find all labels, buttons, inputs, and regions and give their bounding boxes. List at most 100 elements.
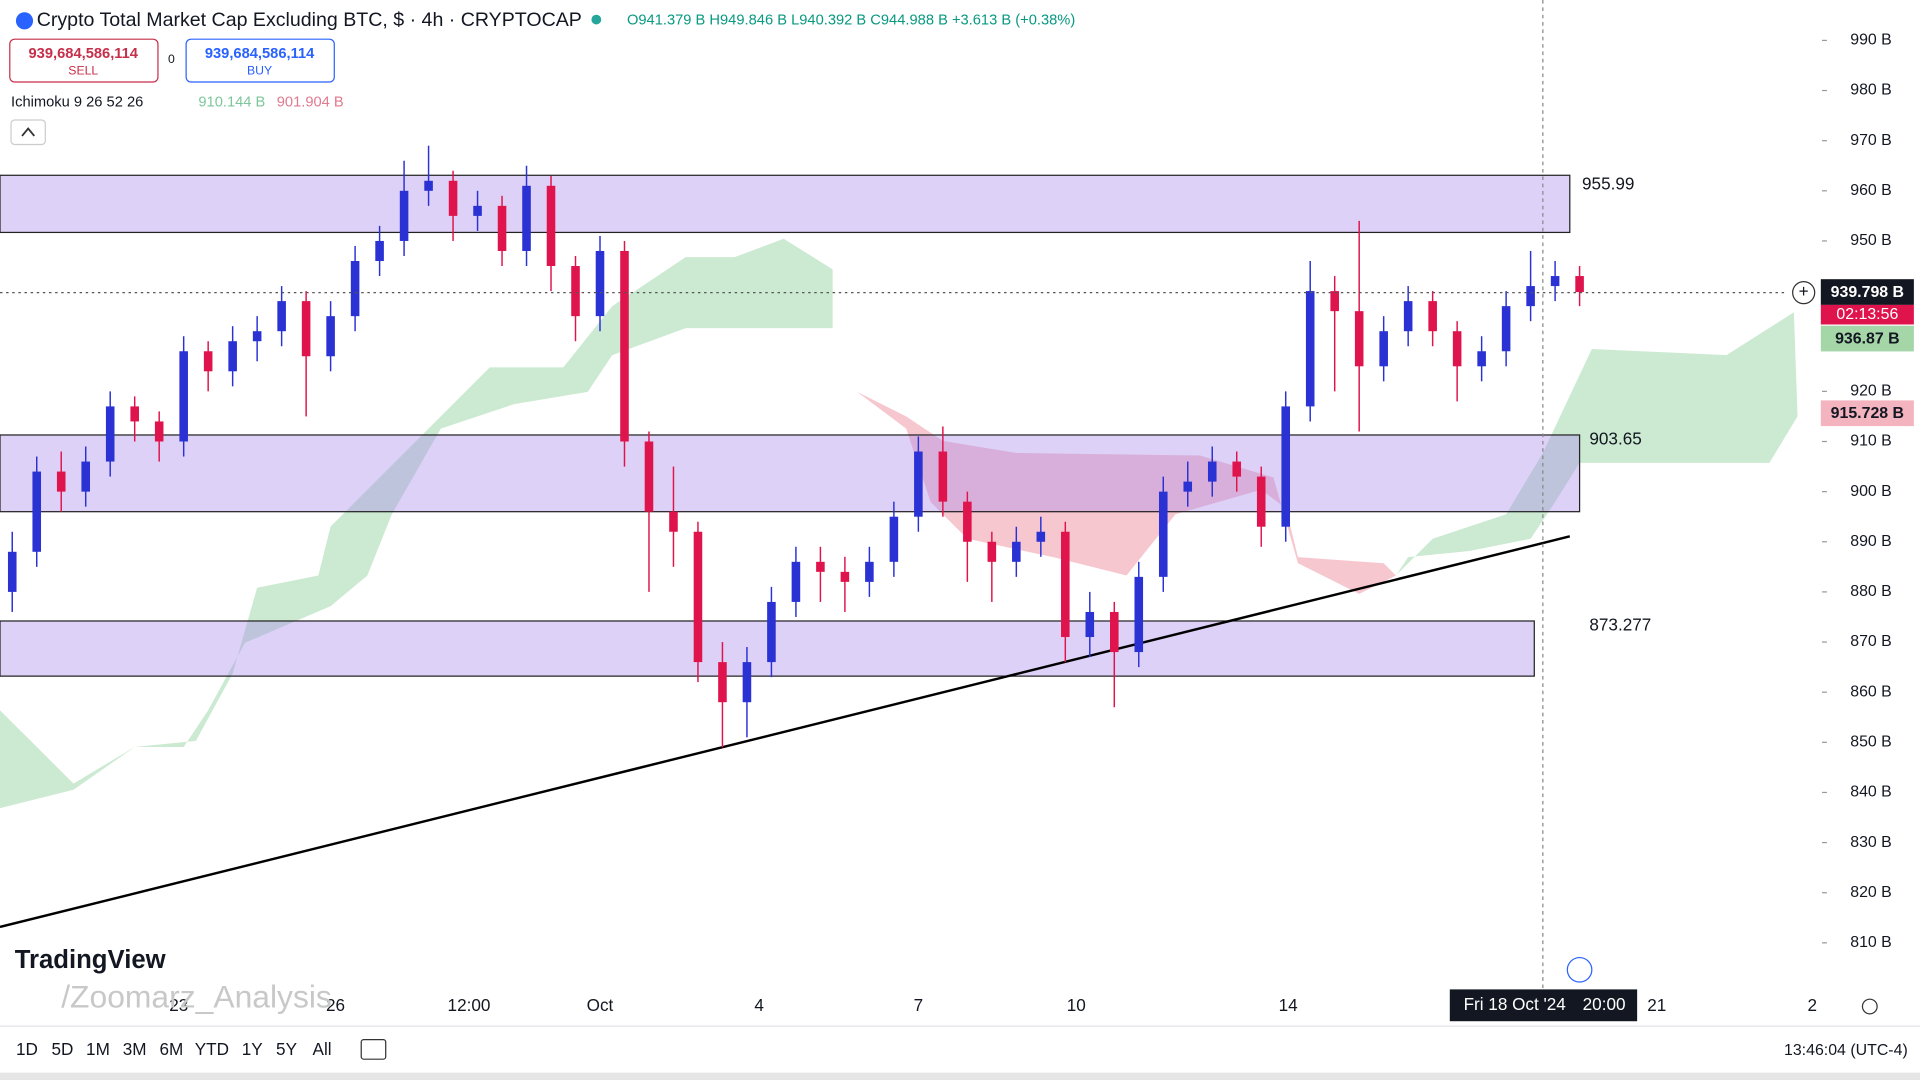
- candle-body: [669, 511, 678, 532]
- collapse-button[interactable]: [10, 119, 46, 146]
- cloud-red: [832, 328, 1396, 594]
- price-tick-label: 840 B: [1850, 784, 1892, 801]
- replay-icon[interactable]: [1566, 956, 1593, 983]
- range-button[interactable]: 3M: [123, 1039, 147, 1059]
- spread: 0: [168, 52, 175, 66]
- span-b-tag: [1820, 400, 1914, 427]
- candle-body: [1550, 276, 1560, 287]
- time-label: 26: [326, 995, 345, 1015]
- candle-body: [1085, 611, 1095, 638]
- range-button[interactable]: 1Y: [242, 1039, 264, 1059]
- candle-body: [1207, 461, 1217, 482]
- candle-body: [987, 541, 997, 562]
- candle-body: [865, 561, 874, 582]
- candle-body: [1134, 576, 1144, 653]
- sell-button[interactable]: [9, 38, 159, 83]
- price-tick-label: 810 B: [1850, 934, 1892, 951]
- crosshair-time: 20:00: [1583, 994, 1626, 1014]
- time-label: 12:00: [448, 995, 491, 1015]
- zone: [0, 174, 1571, 234]
- candle-body: [1183, 481, 1193, 492]
- candle-body: [1232, 461, 1242, 477]
- price-tick-label: 880 B: [1850, 583, 1892, 600]
- symbol-icon: [15, 12, 34, 30]
- candle-body: [718, 662, 727, 703]
- range-button[interactable]: 5D: [51, 1039, 73, 1059]
- candle-body: [7, 551, 17, 592]
- range-button[interactable]: 6M: [160, 1039, 184, 1059]
- candle-body: [693, 531, 703, 663]
- candle-body: [595, 250, 605, 317]
- brand: TradingView: [15, 946, 167, 974]
- price-tick-label: 920 B: [1850, 383, 1892, 400]
- sell-price: 939,684,586,114: [29, 46, 139, 62]
- candle-body: [252, 331, 262, 342]
- add-alert[interactable]: [1792, 281, 1816, 305]
- candle-body: [497, 205, 507, 251]
- candle-body: [571, 266, 580, 317]
- candle-body: [424, 180, 433, 191]
- candle-body: [301, 301, 311, 357]
- range-button[interactable]: YTD: [195, 1039, 229, 1059]
- time-label: 14: [1279, 995, 1299, 1015]
- price-tick-label: 910 B: [1850, 433, 1892, 450]
- candle-body: [1305, 291, 1315, 407]
- buy-button[interactable]: [185, 38, 335, 83]
- price-tick-label: 950 B: [1850, 232, 1892, 249]
- countdown-tag: [1820, 304, 1914, 325]
- candle-body: [399, 190, 409, 241]
- countdown: 02:13:56: [1836, 306, 1898, 323]
- time-label: 7: [914, 995, 924, 1015]
- sell-label: SELL: [68, 63, 98, 77]
- time-label: Oct: [587, 995, 614, 1015]
- span-b: 915.728 B: [1831, 405, 1904, 422]
- indicator-name: Ichimoku 9 26 52 26: [11, 95, 143, 111]
- candle-body: [154, 421, 164, 442]
- candle-body: [1477, 351, 1486, 367]
- candle-body: [326, 316, 335, 357]
- candle-body: [767, 601, 776, 663]
- buy-label: BUY: [247, 63, 272, 77]
- collapse-icon: [21, 127, 35, 137]
- price-tick-label: 970 B: [1850, 132, 1892, 149]
- candle-body: [56, 471, 66, 492]
- range-button[interactable]: 1M: [86, 1039, 110, 1059]
- candle-body: [1428, 301, 1437, 332]
- price-tick-label: 890 B: [1850, 533, 1892, 550]
- span-a: 936.87 B: [1835, 330, 1900, 347]
- candle-body: [1110, 611, 1119, 653]
- calendar-icon[interactable]: [360, 1038, 387, 1060]
- candle-body: [130, 406, 139, 422]
- last-price-tag: [1820, 279, 1914, 305]
- candle-body: [1330, 291, 1339, 312]
- candle-body: [938, 451, 948, 502]
- range-button[interactable]: 1D: [16, 1039, 38, 1059]
- candle-body: [1256, 476, 1266, 527]
- time-label: 23: [169, 995, 188, 1015]
- candle-body: [1575, 276, 1584, 293]
- span-a-tag: [1820, 325, 1914, 352]
- indicator-value-2: 901.904 B: [277, 95, 344, 111]
- last-price: 939.798 B: [1831, 284, 1904, 301]
- zone-label: 873.277: [1589, 614, 1651, 634]
- ohlc: O941.379 B H949.846 B L940.392 B C944.98…: [627, 13, 1075, 29]
- range-button[interactable]: 5Y: [276, 1039, 298, 1059]
- candle-body: [1403, 301, 1413, 332]
- market-status: [591, 14, 602, 25]
- crosshair-date: Fri 18 Oct '24: [1464, 994, 1567, 1014]
- candle-body: [1452, 331, 1462, 367]
- candle-body: [105, 406, 115, 462]
- settings-icon[interactable]: [1861, 998, 1878, 1015]
- range-button[interactable]: All: [313, 1039, 332, 1059]
- candle-body: [1526, 286, 1535, 307]
- price-tick-label: 860 B: [1850, 683, 1892, 700]
- price-tick-label: 830 B: [1850, 834, 1892, 851]
- candle-body: [522, 185, 531, 251]
- candle-body: [375, 240, 384, 262]
- time-label: 10: [1067, 995, 1086, 1015]
- candle-body: [889, 516, 899, 562]
- candle-body: [350, 261, 360, 317]
- candle-body: [644, 441, 654, 512]
